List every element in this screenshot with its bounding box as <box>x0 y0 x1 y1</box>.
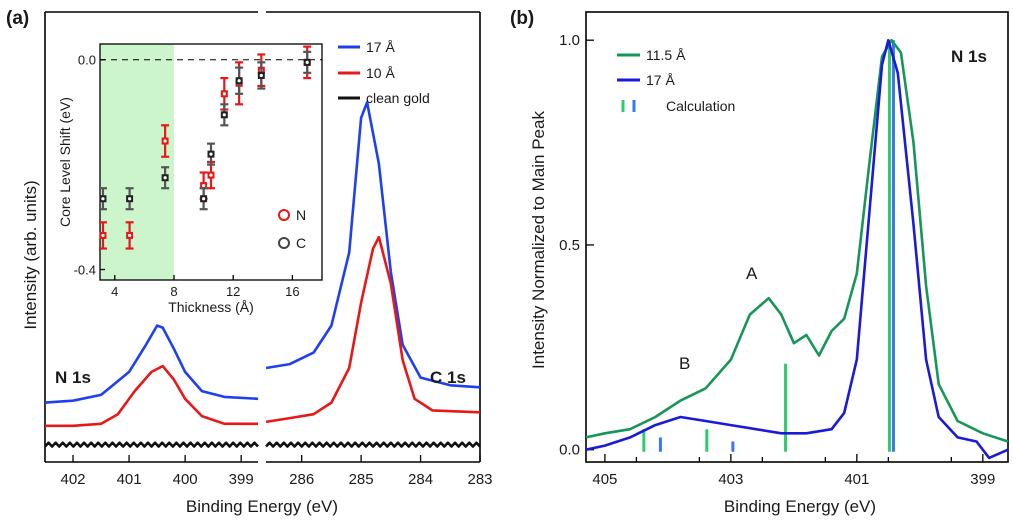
panel-a-x-tick-label: 401 <box>117 471 142 488</box>
legend-label-calculation: Calculation <box>666 98 735 114</box>
series-C1s-10-Å <box>265 235 481 424</box>
panel-b-x-tick-label: 403 <box>718 471 743 488</box>
inset-point-center-N <box>101 233 105 238</box>
panel-b-y-tick-label: 0.5 <box>559 237 580 254</box>
inset-point-center-C <box>209 152 213 156</box>
inset-points <box>98 45 312 250</box>
panel-a-curves <box>44 101 481 448</box>
panel-a-x-tick-label: 283 <box>467 471 492 488</box>
inset-x-tick-label: 16 <box>285 284 299 299</box>
inset-x-axis-label: Thickness (Å) <box>168 299 254 315</box>
inset-legend-marker-n <box>278 209 290 221</box>
panel-a-y-axis-label: Intensity (arb. units) <box>21 180 40 329</box>
inset-y-tick-label: 0.0 <box>78 53 96 68</box>
panel-a-legend: 17 Å 10 Å clean gold <box>338 39 430 106</box>
legend-label-10A: 10 Å <box>366 65 395 81</box>
inset-point-center-C <box>237 79 241 83</box>
panel-a: (a) Intensity (arb. units) Binding Energ… <box>6 8 493 516</box>
inset-x-tick-label: 4 <box>111 284 118 299</box>
n1s-region-label: N 1s <box>55 368 91 387</box>
panel-b-title: N 1s <box>951 47 987 66</box>
c1s-region-label: C 1s <box>430 368 466 387</box>
panel-b: (b) Intensity Normalized to Main Peak Bi… <box>510 8 1009 516</box>
inset-legend-label-n: N <box>296 207 306 223</box>
panel-b-x-tick-label: 399 <box>970 471 995 488</box>
panel-b-y-axis-label: Intensity Normalized to Main Peak <box>529 111 548 369</box>
series-N1s-17-Å <box>44 324 259 404</box>
legend-label-clean-gold: clean gold <box>366 90 430 106</box>
inset-chart: 4 8 12 16 0.0 -0.4 Core Level Shift (eV) Thic… <box>57 40 325 315</box>
panel-b-x-axis-label: Binding Energy (eV) <box>724 497 876 516</box>
panel-b-label: (b) <box>510 8 534 29</box>
panel-b-frame <box>585 11 1009 463</box>
inset-y-tick-label: -0.4 <box>74 263 96 278</box>
series-N1s-10-Å <box>45 364 258 428</box>
inset-point-center-C <box>259 73 263 78</box>
panel-b-x-tick-label: 405 <box>592 471 617 488</box>
panel-a-x-tick-label: 400 <box>173 471 198 488</box>
inset-point-center-N <box>209 173 213 177</box>
panel-a-x-tick-label: 284 <box>408 471 433 488</box>
inset-legend-marker-c <box>278 237 290 249</box>
panel-a-x-axis-label: Binding Energy (eV) <box>186 497 338 516</box>
legend-label-11-5A: 11.5 Å <box>646 47 686 63</box>
panel-b-y-tick-label: 0.0 <box>559 442 580 459</box>
panel-a-label: (a) <box>6 8 29 29</box>
panel-b-y-tick-label: 1.0 <box>559 32 580 49</box>
series-17-Å <box>585 38 1009 460</box>
series-N1s-clean-gold <box>44 441 259 448</box>
annotation-a: A <box>746 264 758 283</box>
series-11.5-Å <box>585 38 1009 443</box>
inset-frame <box>99 43 323 281</box>
panel-a-ticks: 402 401 400 399 286 285 284 283 <box>61 455 493 488</box>
series-C1s-17-Å <box>265 101 481 389</box>
panel-b-legend: 11.5 Å 17 Å Calculation <box>617 47 735 114</box>
series-C1s-clean-gold <box>265 441 481 448</box>
inset-shaded-region <box>100 44 174 280</box>
inset-ticks: 4 8 12 16 0.0 -0.4 <box>74 53 322 299</box>
panel-b-calculation-sticks <box>642 40 895 452</box>
legend-label-17A-b: 17 Å <box>646 72 675 88</box>
panel-a-x-tick-label: 399 <box>229 471 254 488</box>
panel-a-x-tick-label: 286 <box>289 471 314 488</box>
panel-b-x-tick-label: 401 <box>844 471 869 488</box>
panel-b-ticks: 405 403 401 399 0.0 0.5 1.0 <box>559 32 995 488</box>
inset-y-axis-label: Core Level Shift (eV) <box>57 97 73 227</box>
panel-a-x-tick-label: 402 <box>61 471 86 488</box>
panel-b-curves <box>585 38 1009 460</box>
legend-label-17A: 17 Å <box>366 39 395 55</box>
inset-point-center-N <box>163 139 167 143</box>
inset-x-tick-label: 8 <box>170 284 177 299</box>
inset-point-center-C <box>222 113 226 117</box>
inset-point-center-C <box>128 197 132 201</box>
inset-point-center-C <box>163 176 167 180</box>
inset-point-center-N <box>202 184 206 188</box>
annotation-b: B <box>679 354 690 373</box>
inset-x-tick-label: 12 <box>226 284 240 299</box>
inset-legend-label-c: C <box>296 235 306 251</box>
inset-point-center-C <box>101 197 105 201</box>
inset-point-center-N <box>128 233 132 238</box>
inset-point-center-C <box>202 197 206 201</box>
panel-a-x-tick-label: 285 <box>349 471 374 488</box>
inset-point-center-N <box>222 92 226 96</box>
inset-point-center-C <box>305 60 309 64</box>
